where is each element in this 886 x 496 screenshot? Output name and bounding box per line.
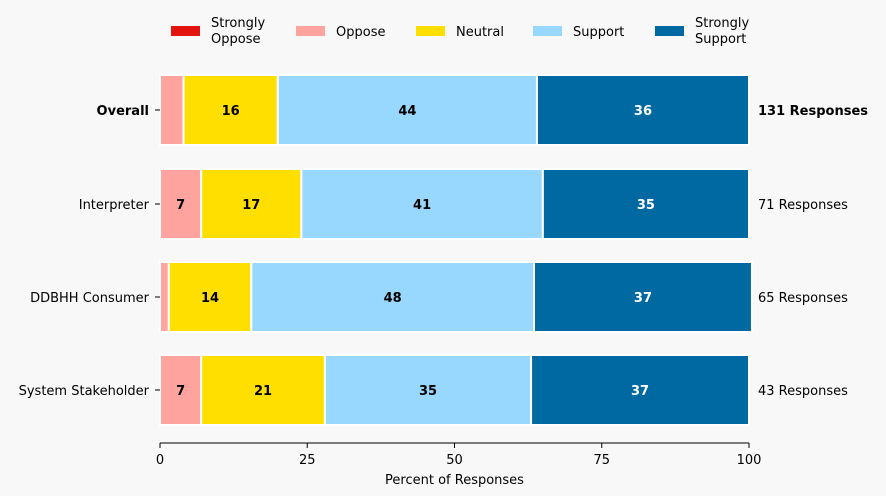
legend-swatch-strongly-oppose [171, 26, 200, 36]
legend-swatch-support [533, 26, 562, 36]
data-label: 44 [398, 104, 416, 119]
data-label: 37 [631, 384, 649, 399]
bar-segment-neutral [167, 261, 253, 333]
data-label: 21 [254, 384, 272, 399]
bar-segment-support [276, 74, 538, 146]
bar-row-overall: 16 44 36 [159, 74, 751, 146]
x-axis: Percent of Responses 0 25 50 75 100 [156, 442, 762, 488]
legend-label: Support [695, 32, 746, 47]
y-axis: Overall Interpreter DDBHH Consumer System S… [19, 104, 160, 399]
legend-swatch-oppose [296, 26, 325, 36]
data-label: 7 [176, 384, 185, 399]
bar-row-system-stakeholder: 7 21 35 37 [159, 354, 750, 426]
data-label: 16 [222, 104, 240, 119]
data-label: 48 [384, 291, 402, 306]
legend-item-neutral: Neutral [416, 25, 504, 40]
data-label: 17 [242, 198, 260, 213]
y-tick-label: Interpreter [79, 198, 150, 213]
x-tick-label: 100 [737, 453, 762, 468]
bar-segment-neutral [182, 74, 279, 146]
y-tick-label: System Stakeholder [19, 384, 150, 399]
y-tick-label: Overall [97, 104, 149, 119]
legend-label: Strongly [211, 16, 265, 31]
legend-label: Oppose [211, 32, 260, 47]
data-label: 36 [634, 104, 652, 119]
bar-segment-support [300, 168, 544, 240]
data-label: 41 [413, 198, 431, 213]
response-count-label: 65 Responses [758, 291, 848, 306]
legend-label: Strongly [695, 16, 749, 31]
legend-item-oppose: Oppose [296, 25, 385, 40]
legend-label: Neutral [456, 25, 504, 40]
bar-segment-support [323, 354, 533, 426]
x-axis-label: Percent of Responses [385, 473, 524, 488]
legend-swatch-strongly-support [655, 26, 684, 36]
response-count-label: 71 Responses [758, 198, 848, 213]
bars: 16 44 36 7 17 41 35 14 48 37 7 21 35 37 [159, 74, 753, 426]
x-tick-label: 25 [299, 453, 316, 468]
legend-swatch-neutral [416, 26, 445, 36]
legend-label: Support [573, 25, 624, 40]
bar-segment-neutral [200, 354, 326, 426]
data-label: 35 [637, 198, 655, 213]
bar-row-interpreter: 7 17 41 35 [159, 168, 750, 240]
response-count-label: 43 Responses [758, 384, 848, 399]
y-tick-label: DDBHH Consumer [30, 291, 150, 306]
bar-segment-strongly-support [533, 261, 753, 333]
data-label: 14 [201, 291, 219, 306]
bar-segment-strongly-support [535, 74, 751, 146]
bar-segment-support [250, 261, 536, 333]
legend-item-support: Support [533, 25, 624, 40]
response-counts: 131 Responses 71 Responses 65 Responses 43 … [758, 104, 868, 399]
bar-row-ddbhh-consumer: 14 48 37 [159, 261, 753, 333]
x-tick-label: 50 [446, 453, 463, 468]
x-tick-label: 0 [156, 453, 164, 468]
x-tick-label: 75 [593, 453, 610, 468]
bar-segment-oppose [159, 261, 170, 333]
response-count-label: 131 Responses [758, 104, 868, 119]
bar-segment-strongly-support [530, 354, 750, 426]
bar-segment-strongly-support [541, 168, 750, 240]
legend-label: Oppose [336, 25, 385, 40]
data-label: 7 [176, 198, 185, 213]
bar-segment-neutral [200, 168, 303, 240]
data-label: 37 [634, 291, 652, 306]
data-label: 35 [419, 384, 437, 399]
bar-segment-oppose [159, 74, 185, 146]
